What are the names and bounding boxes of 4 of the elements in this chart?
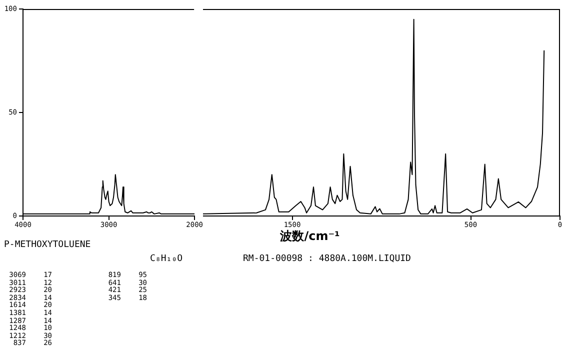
text: P-METHOXYTOLUENE (4, 240, 91, 250)
x-axis-title: 波数/cm⁻¹ (280, 228, 340, 245)
text: C₈H₁₀O (150, 254, 183, 264)
text: RM-01-00098 : 4880A.100M.LIQUID (243, 254, 411, 264)
